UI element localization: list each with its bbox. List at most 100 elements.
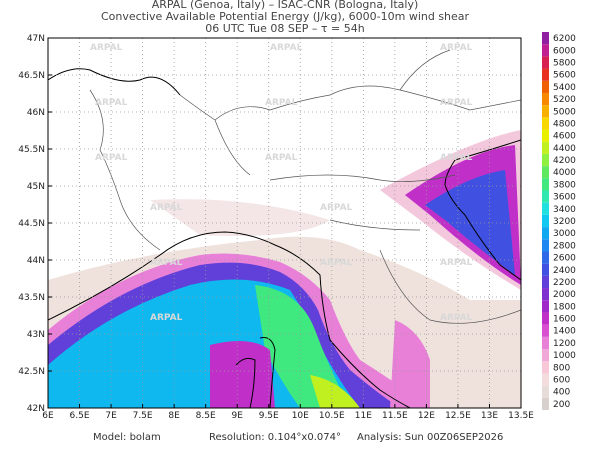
colorbar-label: 2600	[553, 254, 576, 264]
lon-tick-label: 12.5E	[445, 411, 471, 421]
coastline	[48, 68, 181, 96]
colorbar-label: 4400	[553, 144, 576, 154]
colorbar-label: 2400	[553, 266, 576, 276]
colorbar-label: 3600	[553, 193, 576, 203]
colorbar-label: 600	[553, 376, 570, 386]
colorbar-swatch	[542, 300, 549, 313]
grid	[48, 38, 521, 408]
border	[89, 49, 521, 324]
colorbar-label: 3800	[553, 180, 576, 190]
colorbar-swatch	[542, 324, 549, 337]
lon-tick-label: 10E	[292, 411, 309, 421]
lon-tick-label: 13E	[481, 411, 498, 421]
map-area: ARPAL ARPAL ARPAL ARPAL ARPAL ARPAL ARPAL ARPAL…	[48, 38, 521, 408]
colorbar-swatch	[542, 56, 549, 69]
colorbar-label: 1800	[553, 302, 576, 312]
watermark: ARPAL	[95, 98, 128, 108]
watermark: ARPAL	[440, 258, 473, 268]
watermark: ARPAL	[90, 43, 123, 53]
colorbar-swatch	[542, 275, 549, 289]
colorbar-swatch	[542, 117, 549, 130]
colorbar-swatch	[542, 141, 549, 154]
lat-tick-label: 42N	[27, 404, 45, 414]
watermark: ARPAL	[440, 313, 473, 323]
colorbar-label: 3400	[553, 205, 576, 215]
colorbar-label: 2000	[553, 290, 576, 300]
watermark: ARPAL	[440, 43, 473, 53]
watermark: ARPAL	[150, 203, 183, 213]
colorbar-swatch	[542, 397, 549, 410]
watermark: ARPAL	[95, 153, 128, 163]
lon-tick-label: 9.5E	[259, 411, 279, 421]
title-line: ARPAL (Genoa, Italy) – ISAC-CNR (Bologna…	[152, 0, 419, 11]
lon-tick-label: 8.5E	[196, 411, 216, 421]
colorbar-label: 5600	[553, 71, 576, 81]
watermark: ARPAL	[320, 203, 353, 213]
colorbar-label: 1000	[553, 351, 576, 361]
colorbar-swatch	[542, 214, 549, 228]
colorbar-swatch	[542, 312, 549, 325]
colorbar-swatch	[542, 336, 549, 350]
title-line: Convective Available Potential Energy (J…	[101, 10, 470, 23]
watermark: ARPAL	[265, 98, 298, 108]
colorbar-swatch	[542, 178, 549, 191]
coastline	[444, 139, 521, 281]
lon-tick-label: 9E	[231, 411, 243, 421]
colorbar-swatch	[542, 44, 549, 57]
colorbar-swatch	[542, 129, 549, 142]
lon-tick-label: 7.5E	[133, 411, 153, 421]
colorbar-swatch	[542, 251, 549, 264]
footer-model: Model: bolam	[93, 432, 161, 443]
colorbar-label: 1600	[553, 315, 576, 325]
lat-tick-label: 44.5N	[18, 219, 45, 229]
colorbar-swatch	[542, 166, 549, 179]
watermark: ARPAL	[270, 43, 303, 53]
lat-tick-label: 43N	[27, 330, 45, 340]
lat-tick-label: 42.5N	[18, 367, 45, 377]
colorbar-swatch	[542, 263, 549, 276]
watermark: ARPAL	[440, 153, 473, 163]
colorbar-swatch	[542, 239, 549, 252]
lat-tick-label: 46N	[27, 108, 45, 118]
colorbar-label: 5000	[553, 107, 576, 117]
lon-tick-label: 6.5E	[70, 411, 90, 421]
footer-resolution: Resolution: 0.104°x0.074°	[209, 432, 341, 443]
colorbar-swatch	[542, 288, 549, 301]
cape-field	[210, 341, 275, 408]
colorbar-label: 400	[553, 388, 570, 398]
colorbar-label: 800	[553, 363, 570, 373]
colorbar-label: 4000	[553, 168, 576, 178]
colorbar-label: 1400	[553, 327, 576, 337]
watermark: ARPAL	[265, 153, 298, 163]
footer-analysis: Analysis: Sun 00Z06SEP2026	[357, 432, 503, 443]
colorbar-swatch	[542, 92, 549, 106]
colorbar-swatch	[542, 385, 549, 398]
coastline	[235, 337, 276, 408]
colorbar-swatch	[542, 190, 549, 203]
colorbar-label: 5800	[553, 58, 576, 68]
colorbar-swatch	[542, 105, 549, 118]
lon-tick-label: 8E	[168, 411, 180, 421]
colorbar-swatch	[542, 32, 549, 45]
colorbar-label: 5400	[553, 83, 576, 93]
colorbar-swatch	[542, 80, 549, 93]
colorbar-label: 6000	[553, 46, 576, 56]
colorbar-label: 3000	[553, 229, 576, 239]
lat-tick-label: 46.5N	[18, 71, 45, 81]
colorbar-label: 200	[553, 400, 570, 410]
colorbar-swatch	[542, 153, 549, 167]
watermark: ARPAL	[150, 258, 183, 268]
colorbar-label: 3200	[553, 217, 576, 227]
colorbar-label: 4800	[553, 119, 576, 129]
lon-tick-label: 7E	[105, 411, 117, 421]
cape-field	[255, 285, 350, 408]
lon-tick-label: 12E	[418, 411, 435, 421]
colorbar-label: 4200	[553, 156, 576, 166]
watermark: ARPAL	[440, 98, 473, 108]
lat-tick-label: 44N	[27, 256, 45, 266]
watermark: ARPAL	[320, 258, 353, 268]
lon-tick-label: 11.5E	[382, 411, 408, 421]
colorbar-swatch	[542, 202, 549, 215]
cape-field	[390, 320, 430, 408]
